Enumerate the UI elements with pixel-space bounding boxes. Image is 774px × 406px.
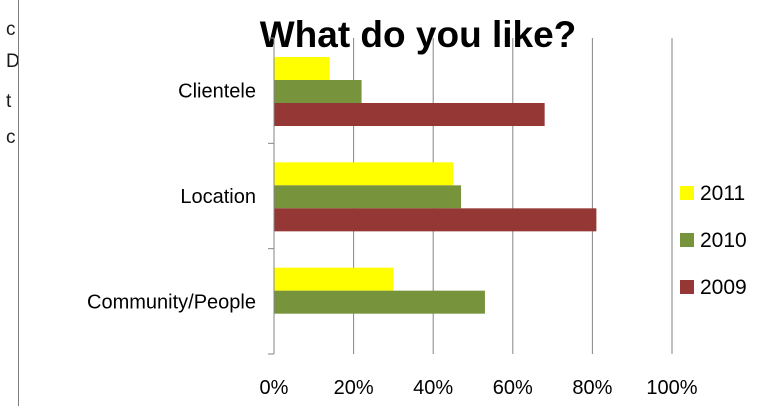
- bar-2010-community-people: [274, 290, 485, 314]
- legend-swatch-2009: [680, 280, 694, 294]
- chart-title: What do you like?: [260, 14, 577, 55]
- bar-2011-location: [274, 162, 454, 186]
- axes: [268, 37, 275, 355]
- x-tick-label: 100%: [646, 377, 697, 399]
- text-fragment: c: [6, 19, 16, 40]
- legend-swatch-2010: [680, 233, 694, 247]
- x-tick-label: 80%: [572, 377, 612, 399]
- legend: 2011 2010 2009: [680, 182, 747, 299]
- bar-2010-clientele: [274, 80, 362, 103]
- text-fragment: D: [6, 51, 19, 72]
- x-tick-label: 0%: [260, 377, 289, 399]
- bar-2009-location: [274, 208, 597, 232]
- bar-2011-community-people: [274, 267, 394, 291]
- text-fragment: t: [6, 91, 12, 112]
- category-label: Clientele: [178, 81, 256, 103]
- bar-group: [274, 57, 597, 314]
- bar-2010-location: [274, 185, 462, 209]
- legend-swatch-2011: [680, 186, 694, 200]
- legend-label: 2010: [700, 229, 747, 252]
- x-tick-label: 40%: [413, 377, 453, 399]
- x-tick-label: 60%: [493, 377, 533, 399]
- bar-2011-clientele: [274, 57, 330, 80]
- left-edge-text-panel: c D t c: [0, 0, 19, 406]
- category-label: Community/People: [87, 291, 256, 313]
- x-tick-label: 20%: [334, 377, 374, 399]
- category-labels: Clientele Location Community/People: [87, 81, 256, 314]
- legend-label: 2009: [700, 276, 747, 299]
- x-tick-labels: 0% 20% 40% 60% 80% 100%: [260, 377, 698, 399]
- text-fragment: c: [6, 127, 16, 148]
- legend-label: 2011: [700, 182, 745, 205]
- category-label: Location: [180, 186, 256, 208]
- bar-2009-clientele: [274, 103, 545, 126]
